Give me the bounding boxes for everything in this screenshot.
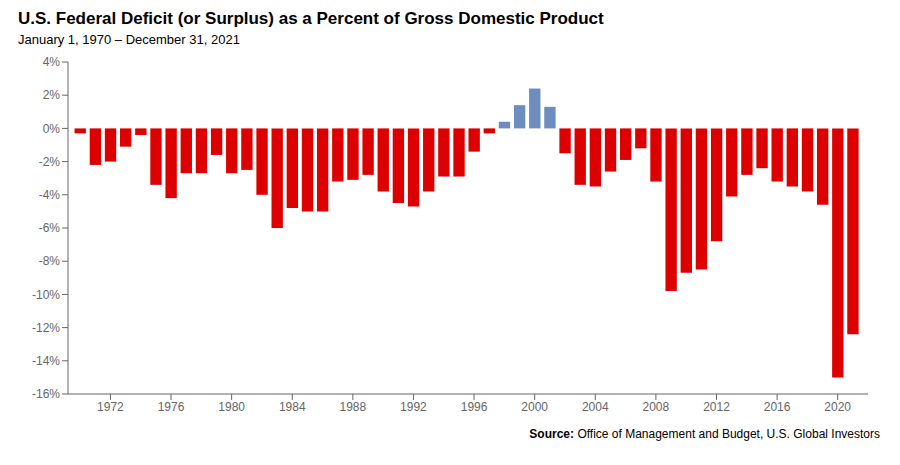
svg-text:-12%: -12% xyxy=(32,321,60,335)
svg-text:2000: 2000 xyxy=(521,400,548,414)
svg-text:0%: 0% xyxy=(43,122,61,136)
svg-text:1972: 1972 xyxy=(97,400,124,414)
svg-text:1992: 1992 xyxy=(400,400,427,414)
svg-text:2008: 2008 xyxy=(643,400,670,414)
svg-text:2016: 2016 xyxy=(764,400,791,414)
svg-text:1984: 1984 xyxy=(279,400,306,414)
svg-text:1976: 1976 xyxy=(158,400,185,414)
svg-text:-16%: -16% xyxy=(32,387,60,401)
svg-text:-2%: -2% xyxy=(39,155,61,169)
svg-text:1988: 1988 xyxy=(339,400,366,414)
svg-text:1996: 1996 xyxy=(461,400,488,414)
svg-text:1980: 1980 xyxy=(218,400,245,414)
svg-text:4%: 4% xyxy=(43,55,61,69)
svg-text:2020: 2020 xyxy=(824,400,851,414)
svg-text:2004: 2004 xyxy=(582,400,609,414)
svg-text:-8%: -8% xyxy=(39,254,61,268)
svg-text:-10%: -10% xyxy=(32,288,60,302)
html-text:Source: Office of Management a: Source: Office of Management and Budget,… xyxy=(529,427,880,441)
html-text:January 1, 1970 – December 31,: January 1, 1970 – December 31, 2021 xyxy=(18,32,240,47)
svg-text:-6%: -6% xyxy=(39,221,61,235)
svg-text:-4%: -4% xyxy=(39,188,61,202)
svg-text:2%: 2% xyxy=(43,88,61,102)
svg-text:2012: 2012 xyxy=(703,400,730,414)
svg-text:-14%: -14% xyxy=(32,354,60,368)
html-text:U.S. Federal Deficit (or Surpl: U.S. Federal Deficit (or Surplus) as a P… xyxy=(18,9,604,28)
